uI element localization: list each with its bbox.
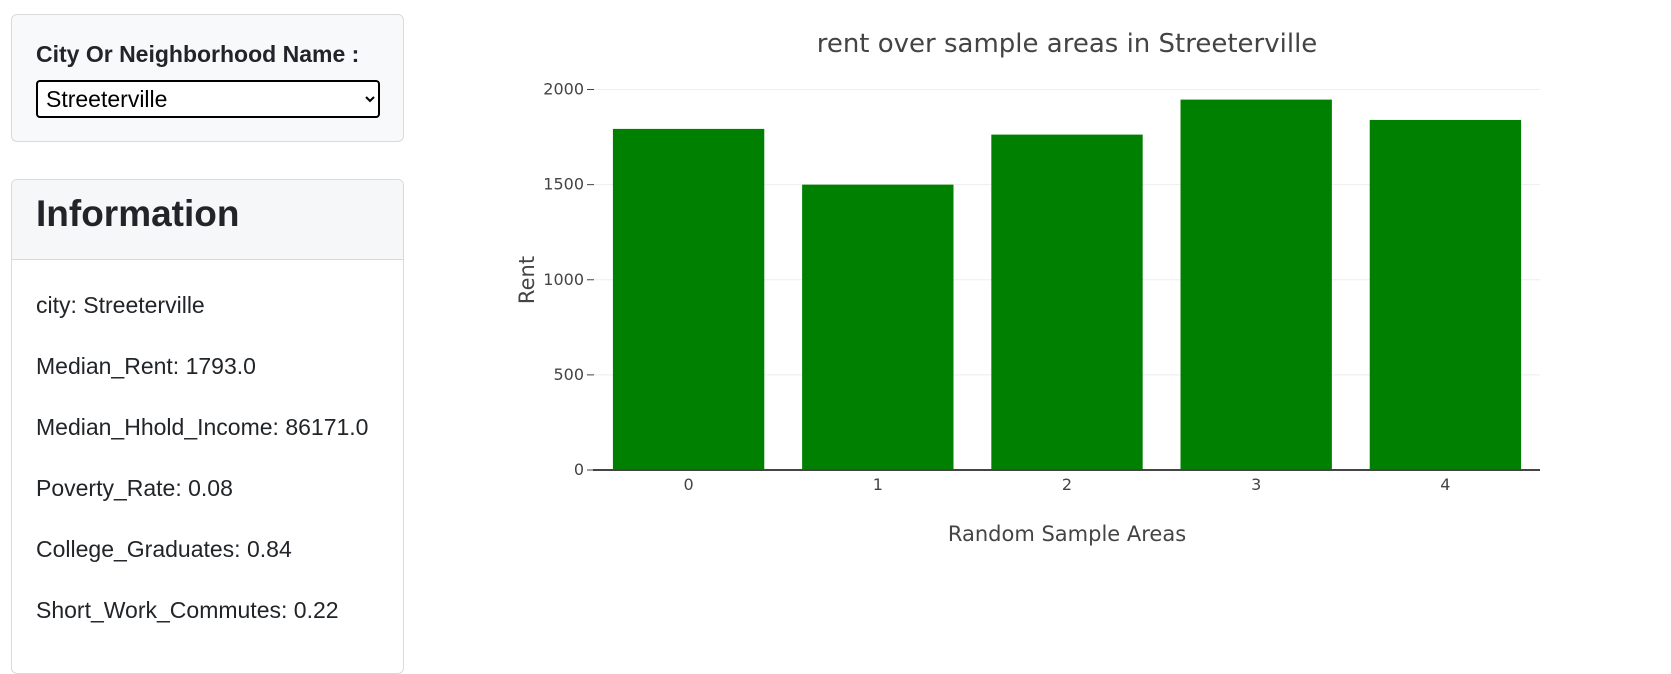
information-panel: Information city: Streeterville Median_R… (11, 179, 404, 674)
chart-title: rent over sample areas in Streeterville (817, 29, 1318, 59)
y-tick-label: 1500 (543, 175, 584, 194)
x-axis-title: Random Sample Areas (948, 522, 1186, 546)
info-short-work-commutes: Short_Work_Commutes: 0.22 (36, 597, 339, 623)
selector-label: City Or Neighborhood Name : (36, 41, 360, 67)
information-body: city: Streeterville Median_Rent: 1793.0 … (12, 260, 403, 654)
bar-2 (991, 134, 1143, 470)
rent-chart-svg: 0 500 1000 1500 2000 0 1 2 3 4 rent over sample a… (515, 29, 1540, 546)
x-tick-label: 3 (1251, 475, 1261, 494)
x-tick-label: 4 (1440, 475, 1450, 494)
y-tick-label: 2000 (543, 80, 584, 99)
city-select[interactable]: Streeterville (36, 80, 380, 118)
bar-4 (1369, 119, 1522, 470)
info-poverty-rate: Poverty_Rate: 0.08 (36, 475, 233, 501)
x-tick-label: 0 (684, 475, 694, 494)
information-title: Information (36, 193, 240, 234)
y-tick-label: 500 (553, 365, 584, 384)
y-tick-label: 1000 (543, 270, 584, 289)
bar-1 (802, 184, 954, 470)
info-median-rent: Median_Rent: 1793.0 (36, 353, 256, 379)
info-college-graduates: College_Graduates: 0.84 (36, 536, 292, 562)
bar-0 (612, 128, 765, 470)
information-header: Information (12, 180, 403, 260)
x-tick-label: 2 (1062, 475, 1072, 494)
x-tick-label: 1 (873, 475, 883, 494)
y-tick-label: 0 (574, 460, 584, 479)
y-axis-title: Rent (515, 256, 539, 304)
info-city: city: Streeterville (36, 292, 205, 318)
rent-chart: 0 500 1000 1500 2000 0 1 2 3 4 rent over sample a… (500, 0, 1671, 600)
info-median-household-income: Median_Hhold_Income: 86171.0 (36, 414, 369, 440)
selector-panel: City Or Neighborhood Name : Streetervill… (11, 14, 404, 142)
axis-layer: 0 500 1000 1500 2000 0 1 2 3 4 (543, 80, 1540, 494)
bar-layer (612, 99, 1522, 470)
bar-3 (1180, 99, 1332, 470)
